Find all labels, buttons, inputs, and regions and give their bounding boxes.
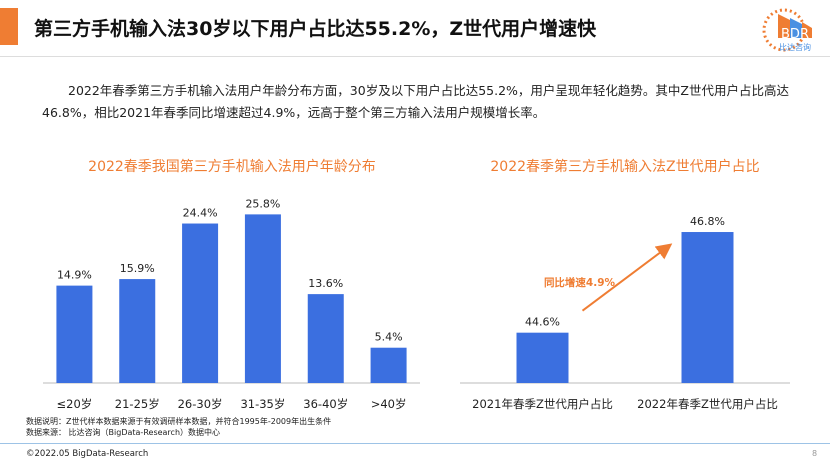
svg-text:BDR: BDR	[781, 27, 809, 42]
page-title: 第三方手机输入法30岁以下用户占比达55.2%，Z世代用户增速快	[34, 18, 597, 40]
footer-divider	[0, 443, 830, 444]
growth-annotation: 同比增速4.9%	[544, 276, 616, 289]
data-label: 25.8%	[245, 197, 280, 210]
x-tick-label: 2021年春季Z世代用户占比	[472, 397, 613, 411]
copyright: ©2022.05 BigData-Research	[26, 449, 149, 459]
summary-text: 2022年春季第三方手机输入法用户年龄分布方面，30岁及以下用户占比达55.2%…	[42, 83, 789, 120]
chart1-title: 2022春季我国第三方手机输入法用户年龄分布	[88, 159, 376, 175]
note-description: 数据说明：Z世代样本数据来源于有效调研样本数据，并符合1995年-2009年出生…	[26, 417, 332, 426]
data-label: 44.6%	[525, 316, 560, 329]
note-source: 数据来源： 比达咨询（BigData-Research）数据中心	[26, 428, 221, 437]
x-tick-label: 36-40岁	[303, 397, 348, 411]
bar	[307, 294, 344, 383]
bar	[119, 279, 156, 383]
chart2-title: 2022春季第三方手机输入法Z世代用户占比	[490, 159, 760, 175]
data-label: 14.9%	[57, 269, 92, 282]
data-label: 5.4%	[375, 331, 403, 344]
bar	[681, 232, 734, 383]
page-number: 8	[812, 449, 818, 458]
x-tick-label: 31-35岁	[240, 397, 285, 411]
data-label: 13.6%	[308, 277, 343, 290]
data-label: 46.8%	[690, 215, 725, 228]
growth-arrow	[581, 243, 673, 312]
data-label: 24.4%	[183, 207, 218, 220]
x-tick-label: ≤20岁	[57, 397, 93, 411]
svg-text:比达咨询: 比达咨询	[779, 42, 811, 52]
x-tick-label: 21-25岁	[115, 397, 160, 411]
title-accent-bar	[0, 8, 18, 45]
bar	[370, 347, 407, 383]
bdr-logo: BDR 比达咨询	[762, 4, 824, 54]
bar	[182, 223, 219, 383]
divider	[0, 56, 830, 57]
bar	[516, 332, 569, 383]
bar	[244, 214, 281, 383]
bar	[56, 285, 93, 383]
x-tick-label: >40岁	[371, 397, 407, 411]
data-label: 15.9%	[120, 262, 155, 275]
data-notes: 数据说明：Z世代样本数据来源于有效调研样本数据，并符合1995年-2009年出生…	[26, 416, 331, 438]
x-tick-label: 2022年春季Z世代用户占比	[637, 397, 778, 411]
x-tick-label: 26-30岁	[178, 397, 223, 411]
